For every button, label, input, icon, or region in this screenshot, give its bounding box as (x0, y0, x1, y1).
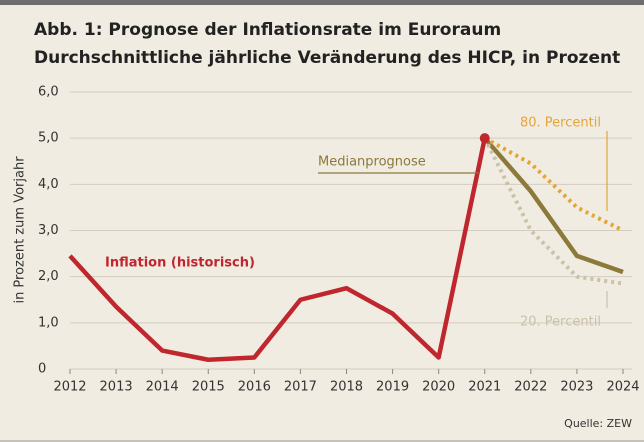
series-line (482, 137, 624, 286)
x-tick-label: 2021 (468, 380, 501, 395)
x-tick-label: 2012 (53, 380, 86, 395)
point-marker (479, 133, 490, 144)
series-label: 20. Percentil (520, 315, 601, 330)
series-label: Medianprognose (318, 155, 426, 170)
series-label: Inflation (historisch) (105, 256, 255, 271)
x-tick-label: 2023 (560, 380, 593, 395)
x-tick-label: 2016 (238, 380, 271, 395)
y-axis-label: in Prozent zum Vorjahr (13, 156, 28, 304)
x-tick-label: 2020 (422, 380, 455, 395)
x-tick-label: 2022 (514, 380, 547, 395)
x-tick-label: 2014 (146, 380, 179, 395)
x-tick-label: 2019 (376, 380, 409, 395)
chart-subtitle: Durchschnittliche jährliche Veränderung … (34, 48, 620, 68)
y-tick-label: 5,0 (38, 131, 59, 146)
series-line (483, 136, 624, 233)
x-tick-label: 2013 (100, 380, 133, 395)
x-tick-label: 2018 (330, 380, 363, 395)
x-tick-label: 2024 (606, 380, 639, 395)
y-tick-label: 1,0 (38, 315, 59, 330)
y-tick-label: 2,0 (38, 269, 59, 284)
y-tick-label: 3,0 (38, 223, 59, 238)
chart-title: Abb. 1: Prognose der Inflationsrate im E… (34, 20, 501, 40)
x-tick-label: 2017 (284, 380, 317, 395)
source: Quelle: ZEW (564, 417, 632, 430)
y-tick-label: 0 (38, 362, 46, 377)
series-line (483, 136, 624, 275)
y-tick-label: 6,0 (38, 85, 59, 100)
series-label: 80. Percentil (520, 116, 601, 131)
y-tick-label: 4,0 (38, 177, 59, 192)
top-border (0, 0, 644, 5)
series-line (68, 137, 487, 363)
x-tick-label: 2015 (192, 380, 225, 395)
